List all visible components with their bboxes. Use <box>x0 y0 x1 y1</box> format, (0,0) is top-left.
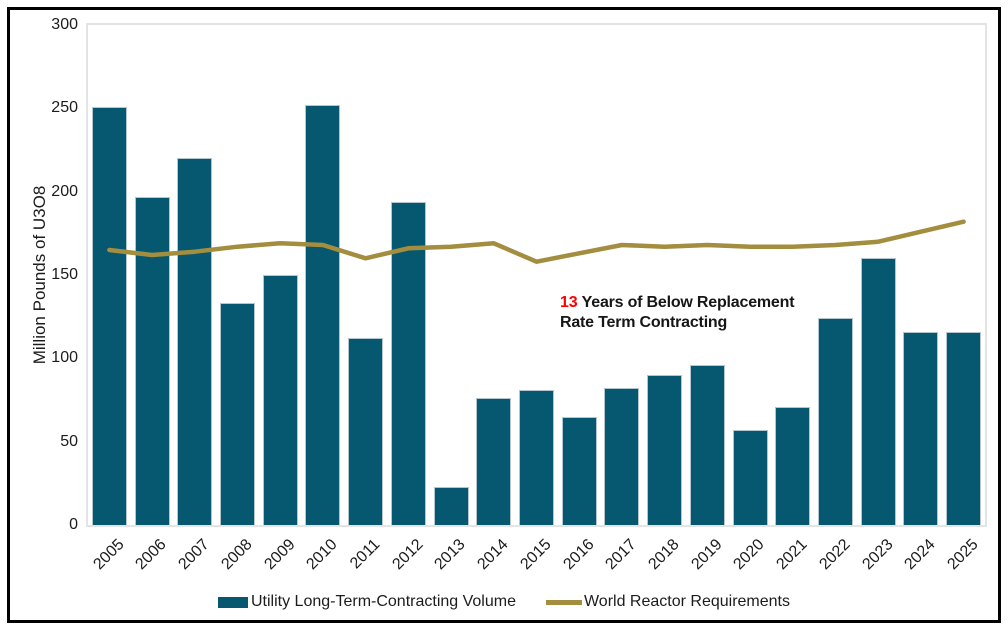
y-tick-label-300: 300 <box>51 16 78 33</box>
bar-2020 <box>732 430 768 525</box>
annotation-below-replacement: 13 Years of Below Replacement Rate Term … <box>560 293 795 333</box>
x-tick-label-2013: 2013 <box>431 536 470 574</box>
legend-item-contracting-volume: Utility Long-Term-Contracting Volume <box>217 593 516 611</box>
legend-label-reactor-requirements: World Reactor Requirements <box>583 593 790 610</box>
x-tick-label-2020: 2020 <box>730 536 769 574</box>
x-tick-label-2025: 2025 <box>944 536 982 574</box>
x-tick-label-2016: 2016 <box>560 536 598 574</box>
bar-2007 <box>177 158 213 525</box>
x-tick-label-2015: 2015 <box>517 536 555 574</box>
bar-2009 <box>262 275 298 525</box>
line-swatch-icon <box>545 599 582 605</box>
reactor-requirements-line <box>107 219 966 264</box>
x-tick-label-2018: 2018 <box>645 536 683 574</box>
bar-2022 <box>818 318 853 525</box>
x-tick-label-2011: 2011 <box>347 536 384 573</box>
bar-2023 <box>860 258 896 525</box>
bar-2010 <box>305 105 341 525</box>
x-tick-label-2014: 2014 <box>474 536 512 574</box>
bar-2012 <box>390 201 426 525</box>
bar-2011 <box>348 338 384 525</box>
x-tick-label-2009: 2009 <box>261 536 299 574</box>
bar-2025 <box>946 331 982 525</box>
x-tick-label-2010: 2010 <box>303 536 341 574</box>
bar-2019 <box>689 365 725 525</box>
legend-label-contracting-volume: Utility Long-Term-Contracting Volume <box>250 593 516 610</box>
annotation-line1: Years of Below Replacement <box>581 294 795 311</box>
y-tick-label-50: 50 <box>60 432 78 450</box>
x-tick-label-2017: 2017 <box>602 536 640 574</box>
y-tick-label-200: 200 <box>51 182 78 200</box>
x-tick-label-2022: 2022 <box>816 536 854 574</box>
x-tick-label-2008: 2008 <box>218 536 256 574</box>
plot-area: 13 Years of Below Replacement Rate Term … <box>86 23 987 527</box>
x-tick-label-2024: 2024 <box>901 536 939 574</box>
bar-2005 <box>91 106 127 525</box>
bar-2024 <box>903 331 939 525</box>
x-tick-label-2007: 2007 <box>175 536 213 574</box>
bar-2013 <box>433 486 469 525</box>
bar-2018 <box>647 375 683 525</box>
bar-2008 <box>220 303 255 525</box>
bar-2017 <box>604 388 640 525</box>
y-tick-label-250: 250 <box>51 99 78 117</box>
bar-2014 <box>476 398 512 525</box>
bar-2015 <box>519 390 554 525</box>
y-tick-label-100: 100 <box>51 349 78 367</box>
annotation-number: 13 <box>560 294 578 311</box>
bar-2016 <box>561 416 597 525</box>
line-series <box>107 219 966 264</box>
bar-swatch-icon <box>217 596 248 608</box>
x-tick-label-2021: 2021 <box>773 536 811 574</box>
x-tick-label-2012: 2012 <box>389 536 427 574</box>
legend: Utility Long-Term-Contracting Volume Wor… <box>0 593 1008 611</box>
x-tick-label-2019: 2019 <box>688 536 726 574</box>
y-tick-label-150: 150 <box>51 266 78 283</box>
x-tick-label-2023: 2023 <box>859 536 897 574</box>
bar-2021 <box>775 406 811 525</box>
x-tick-label-2005: 2005 <box>90 536 128 574</box>
y-tick-label-0: 0 <box>69 516 78 533</box>
legend-item-reactor-requirements: World Reactor Requirements <box>545 593 790 611</box>
annotation-line2: Rate Term Contracting <box>560 314 728 331</box>
x-tick-label-2006: 2006 <box>132 536 171 574</box>
